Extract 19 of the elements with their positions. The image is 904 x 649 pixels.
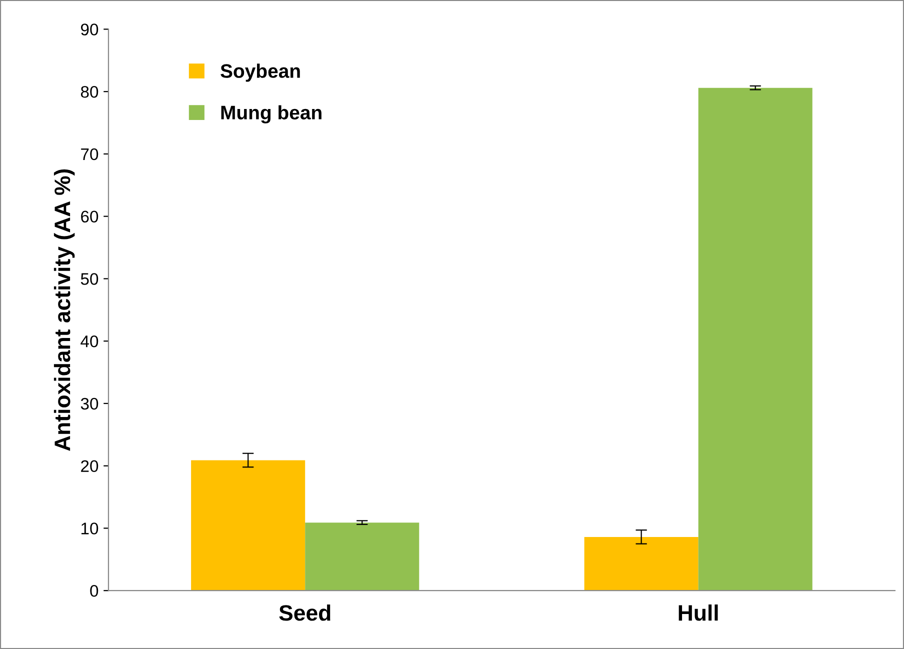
legend-label: Mung bean — [221, 105, 322, 124]
y-tick-label: 30 — [80, 398, 98, 410]
x-tick-label: Hull — [678, 604, 718, 621]
y-tick-label: 80 — [80, 86, 98, 98]
y-tick-label: 50 — [80, 273, 98, 285]
legend-label: Soybean — [220, 64, 300, 82]
y-tick-label: 0 — [90, 584, 98, 597]
x-tick-label: Seed — [279, 604, 330, 621]
bar — [191, 460, 306, 591]
y-tick-label: 40 — [80, 335, 98, 348]
bar — [305, 522, 420, 591]
y-tick-label: 60 — [81, 210, 98, 223]
y-axis-title: Antioxidant activity (AA %) — [54, 169, 75, 451]
y-tick-label: 70 — [81, 148, 98, 160]
y-tick-label: 90 — [81, 24, 98, 36]
y-tick-label: 10 — [81, 522, 98, 534]
bar — [584, 536, 698, 591]
bar — [698, 88, 812, 591]
y-tick-label: 20 — [81, 460, 98, 472]
